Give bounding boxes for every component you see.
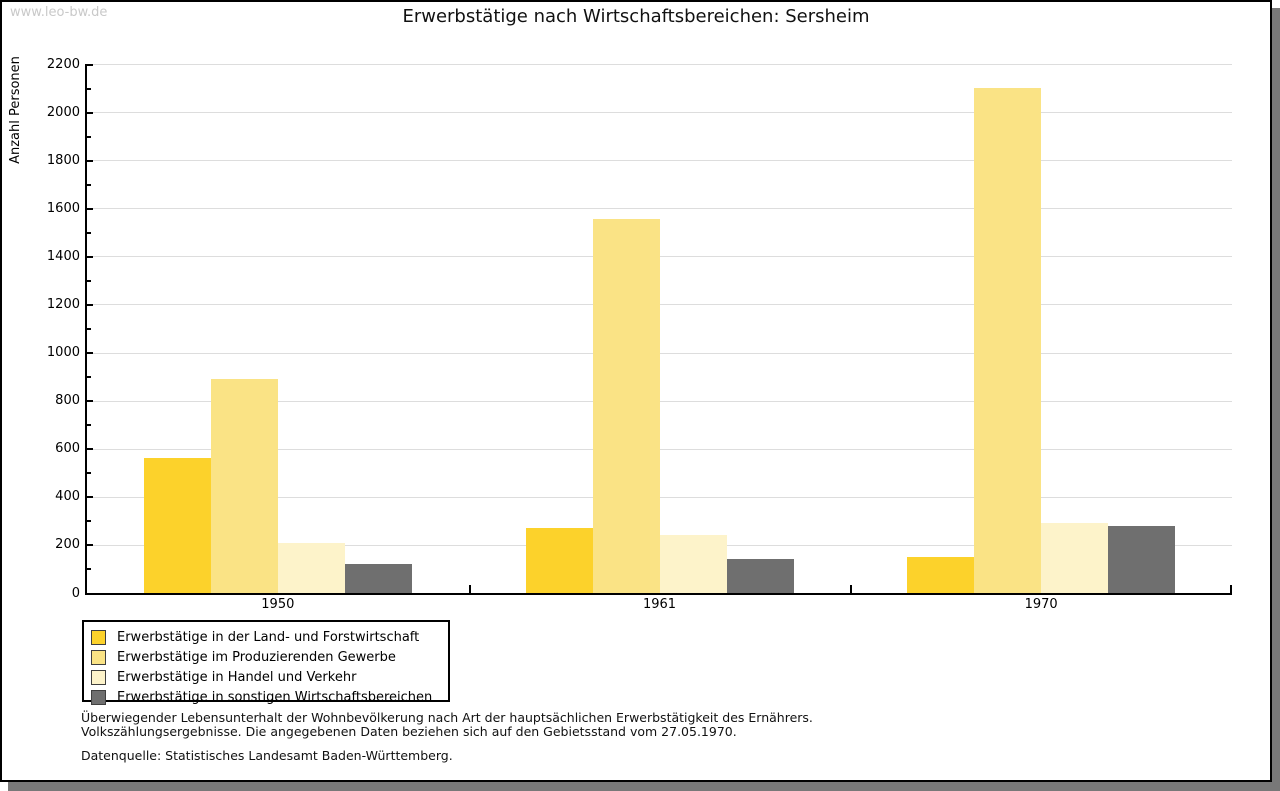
y-tick-label-1000: 1000: [46, 345, 80, 361]
bar-1950-series4: [344, 564, 412, 593]
legend-swatch-2: [91, 649, 106, 665]
y-tick-600: [87, 448, 93, 451]
legend-swatch-3: [91, 669, 106, 685]
gridline-2200: [87, 64, 1232, 65]
y-tick-minor-100: [87, 568, 91, 571]
y-tick-minor-1700: [87, 183, 91, 186]
bar-1961-series4: [726, 559, 794, 593]
legend: Erwerbstätige in der Land- und Forstwirt…: [82, 620, 450, 705]
y-tick-1200: [87, 303, 93, 306]
legend-label-2: Erwerbstätige im Produzierenden Gewerbe: [117, 649, 396, 665]
legend-row-2: Erwerbstätige im Produzierenden Gewerbe: [91, 647, 448, 667]
y-tick-1600: [87, 207, 93, 210]
chart-title: Erwerbstätige nach Wirtschaftsbereichen:…: [402, 6, 870, 27]
gridline-400: [87, 496, 1232, 498]
bar-1961-series2: [592, 219, 660, 593]
y-tick-label-2200: 2200: [46, 56, 80, 72]
footnote: Überwiegender Lebensunterhalt der Wohnbe…: [81, 711, 813, 738]
y-tick-label-600: 600: [55, 441, 80, 457]
gridline-1800: [87, 160, 1232, 162]
x-axis-label-1950: 1950: [261, 597, 295, 612]
gridline-2000: [87, 112, 1232, 114]
y-tick-minor-1100: [87, 328, 91, 330]
y-tick-label-0: 0: [71, 585, 80, 601]
legend-swatch-1: [91, 629, 106, 645]
gridline-600: [87, 448, 1232, 450]
y-tick-1000: [87, 352, 93, 355]
legend-label-3: Erwerbstätige in Handel und Verkehr: [117, 669, 357, 685]
bar-1950-series3: [277, 542, 345, 593]
y-tick-minor-2100: [87, 87, 91, 90]
bar-1950-series2: [210, 379, 278, 593]
y-tick-minor-500: [87, 472, 91, 475]
y-axis-label: Anzahl Personen: [8, 56, 23, 164]
gridline-800: [87, 400, 1232, 402]
legend-swatch-4: [91, 689, 106, 705]
y-tick-label-1800: 1800: [46, 152, 80, 168]
y-tick-minor-900: [87, 376, 91, 379]
gridline-1400: [87, 256, 1232, 258]
y-tick-2000: [87, 111, 93, 114]
x-axis-label-1970: 1970: [1024, 597, 1058, 612]
legend-label-1: Erwerbstätige in der Land- und Forstwirt…: [117, 629, 420, 645]
bar-1961-series1: [525, 528, 593, 593]
y-tick-label-200: 200: [55, 537, 80, 553]
gridline-1600: [87, 208, 1232, 210]
y-tick-minor-300: [87, 520, 91, 523]
x-tick-0: [468, 585, 471, 593]
x-tick-1: [850, 585, 853, 593]
bar-1970-series4: [1108, 525, 1176, 593]
bar-1961-series3: [659, 535, 727, 593]
bar-1970-series2: [974, 88, 1042, 593]
y-tick-label-400: 400: [55, 489, 80, 505]
y-tick-1800: [87, 159, 93, 162]
y-tick-label-800: 800: [55, 393, 80, 409]
legend-label-4: Erwerbstätige in sonstigen Wirtschaftsbe…: [117, 689, 433, 705]
y-tick-minor-1900: [87, 135, 91, 138]
y-tick-200: [87, 544, 93, 547]
x-tick-2: [1230, 585, 1232, 593]
legend-row-1: Erwerbstätige in der Land- und Forstwirt…: [91, 627, 448, 647]
y-tick-label-1200: 1200: [46, 296, 80, 312]
gridline-1200: [87, 304, 1232, 306]
legend-row-4: Erwerbstätige in sonstigen Wirtschaftsbe…: [91, 687, 448, 707]
plot-area: [85, 63, 1232, 595]
y-tick-400: [87, 496, 93, 499]
footnote-line-2: Volkszählungsergebnisse. Die angegebenen…: [81, 723, 737, 739]
bar-1970-series1: [907, 556, 975, 593]
bar-1970-series3: [1041, 523, 1109, 593]
y-tick-label-1600: 1600: [46, 200, 80, 216]
footnote-line-1: Überwiegender Lebensunterhalt der Wohnbe…: [81, 710, 813, 725]
bar-1950-series1: [143, 458, 211, 593]
y-tick-label-1400: 1400: [46, 248, 80, 264]
y-tick-800: [87, 400, 93, 403]
gridline-1000: [87, 352, 1232, 354]
source-note: Datenquelle: Statistisches Landesamt Bad…: [81, 748, 453, 763]
y-tick-minor-1300: [87, 279, 91, 282]
watermark: www.leo-bw.de: [10, 5, 108, 20]
legend-row-3: Erwerbstätige in Handel und Verkehr: [91, 667, 448, 687]
y-tick-minor-1500: [87, 231, 91, 234]
y-tick-minor-700: [87, 424, 91, 427]
x-axis-label-1961: 1961: [642, 597, 677, 612]
y-tick-label-2000: 2000: [46, 104, 80, 120]
y-tick-1400: [87, 255, 93, 258]
y-tick-2200: [87, 63, 93, 66]
